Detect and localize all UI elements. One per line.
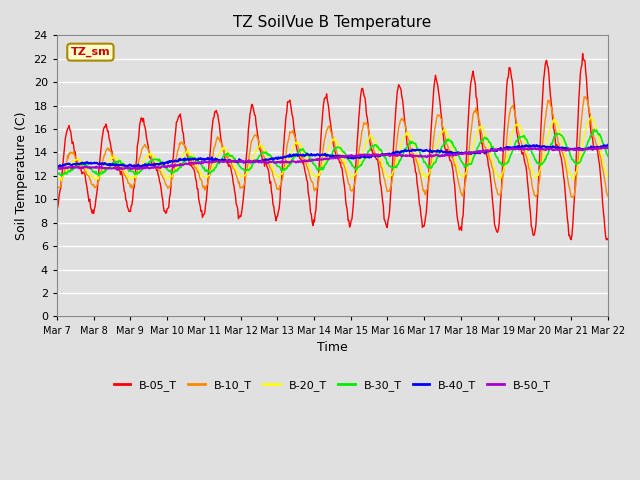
Text: TZ_sm: TZ_sm xyxy=(70,47,110,57)
Title: TZ SoilVue B Temperature: TZ SoilVue B Temperature xyxy=(233,15,431,30)
B-40_T xyxy=(416,147,424,153)
B-20_T xyxy=(64,167,72,172)
B-20_T xyxy=(604,174,612,180)
Line: B-20_T: B-20_T xyxy=(57,117,608,181)
B-20_T xyxy=(53,176,61,182)
B-40_T xyxy=(120,163,128,169)
B-30_T xyxy=(63,171,70,177)
B-05_T xyxy=(205,167,212,172)
B-10_T xyxy=(205,177,212,182)
B-20_T xyxy=(416,163,424,168)
Line: B-40_T: B-40_T xyxy=(57,145,608,168)
B-50_T xyxy=(177,161,184,167)
B-30_T xyxy=(177,164,184,170)
B-05_T xyxy=(63,129,70,135)
B-20_T xyxy=(177,157,184,163)
B-30_T xyxy=(400,148,408,154)
B-10_T xyxy=(604,193,612,199)
B-05_T xyxy=(399,104,407,110)
B-05_T xyxy=(579,50,586,56)
B-20_T xyxy=(205,172,213,178)
B-20_T xyxy=(120,169,128,175)
B-30_T xyxy=(53,170,61,176)
B-50_T xyxy=(113,167,121,173)
B-40_T xyxy=(54,165,61,170)
B-50_T xyxy=(63,166,70,171)
B-30_T xyxy=(416,150,424,156)
B-30_T xyxy=(604,153,612,159)
B-10_T xyxy=(399,116,407,122)
B-10_T xyxy=(582,94,589,100)
B-50_T xyxy=(53,166,61,171)
B-30_T xyxy=(590,127,598,132)
B-50_T xyxy=(400,153,408,158)
B-40_T xyxy=(53,164,61,170)
B-40_T xyxy=(400,148,408,154)
B-50_T xyxy=(120,166,128,172)
B-20_T xyxy=(400,134,408,140)
B-50_T xyxy=(416,154,424,159)
Line: B-10_T: B-10_T xyxy=(57,97,608,197)
B-30_T xyxy=(120,162,128,168)
B-10_T xyxy=(175,140,183,146)
B-40_T xyxy=(205,157,213,163)
B-30_T xyxy=(205,170,213,176)
X-axis label: Time: Time xyxy=(317,341,348,354)
B-30_T xyxy=(95,173,103,179)
B-50_T xyxy=(205,158,213,164)
B-20_T xyxy=(58,178,65,184)
B-10_T xyxy=(120,169,127,175)
B-50_T xyxy=(604,145,612,151)
B-10_T xyxy=(53,185,61,191)
Line: B-30_T: B-30_T xyxy=(57,130,608,176)
B-05_T xyxy=(175,114,183,120)
B-05_T xyxy=(53,204,61,210)
Line: B-50_T: B-50_T xyxy=(57,147,608,170)
B-05_T xyxy=(603,237,611,242)
Y-axis label: Soil Temperature (C): Soil Temperature (C) xyxy=(15,112,28,240)
B-05_T xyxy=(604,237,612,242)
B-10_T xyxy=(63,159,70,165)
B-40_T xyxy=(604,142,612,148)
B-05_T xyxy=(415,201,423,206)
B-20_T xyxy=(588,114,595,120)
B-10_T xyxy=(568,194,576,200)
B-40_T xyxy=(177,156,184,162)
Legend: B-05_T, B-10_T, B-20_T, B-30_T, B-40_T, B-50_T: B-05_T, B-10_T, B-20_T, B-30_T, B-40_T, … xyxy=(109,375,556,395)
B-40_T xyxy=(64,161,72,167)
B-05_T xyxy=(120,182,127,188)
Line: B-05_T: B-05_T xyxy=(57,53,608,240)
B-10_T xyxy=(415,169,423,175)
B-50_T xyxy=(599,144,607,150)
